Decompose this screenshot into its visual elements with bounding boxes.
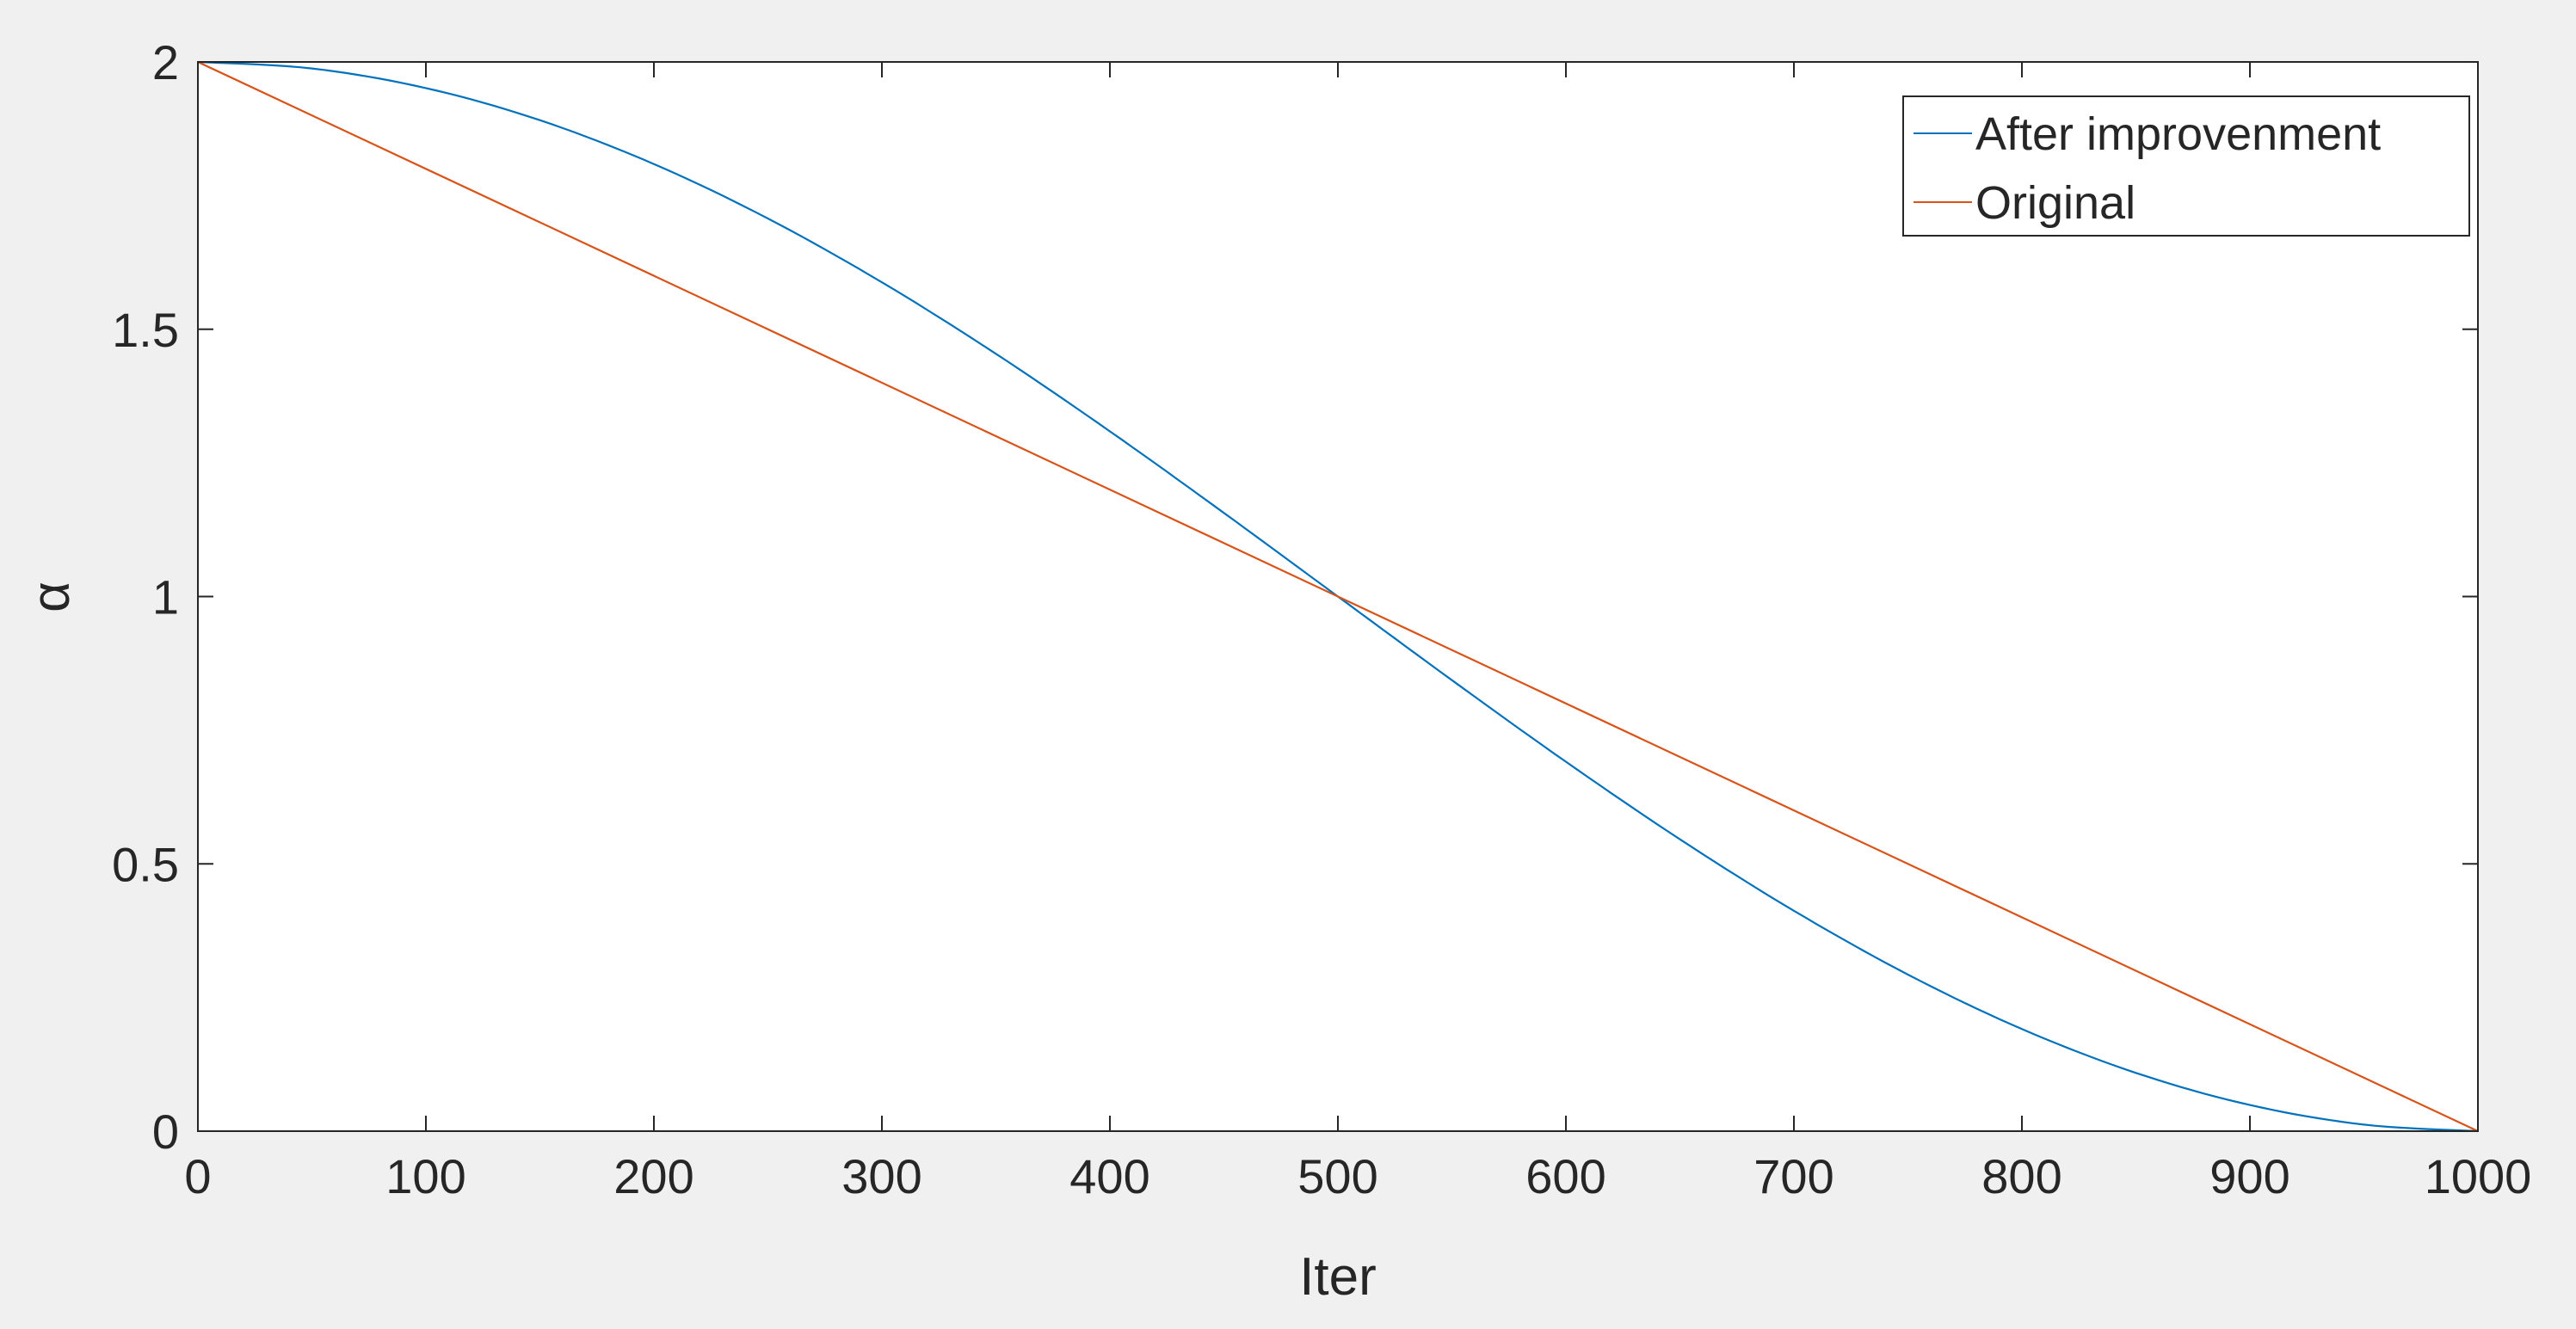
axes-box [197,61,2479,1132]
x-axis-label: Iter [1299,1247,1377,1307]
series-line-original [197,61,2479,1132]
x-tick-label: 800 [1981,1149,2061,1203]
legend: After improvenment Original [1902,95,2470,237]
x-tick-label: 1000 [2425,1149,2532,1203]
x-tick-label: 100 [385,1149,465,1203]
x-tick-label: 500 [1297,1149,1377,1203]
y-tick-label: 0.5 [112,837,179,891]
y-axis-label: α [22,581,81,612]
x-tick-label: 700 [1753,1149,1833,1203]
y-tick-label: 2 [152,35,179,89]
legend-box [1902,95,2470,237]
series-layer [197,60,2479,1133]
y-tick-label: 1.5 [112,303,179,357]
tick-labels: 0 100 200 300 400 500 600 700 800 900 1000 0 0.5 1 1.5… [112,35,2531,1203]
y-tick-label: 1 [152,570,179,625]
legend-label-original: Original [1975,177,2135,229]
y-tick-label: 0 [152,1104,179,1159]
x-tick-label: 900 [2209,1149,2289,1203]
x-tick-label: 600 [1525,1149,1605,1203]
x-tick-label: 300 [841,1149,921,1203]
x-tick-label: 400 [1069,1149,1149,1203]
x-tick-label: 200 [613,1149,693,1203]
x-tick-label: 0 [184,1149,211,1203]
legend-label-after-improvenment: After improvenment [1975,108,2381,160]
